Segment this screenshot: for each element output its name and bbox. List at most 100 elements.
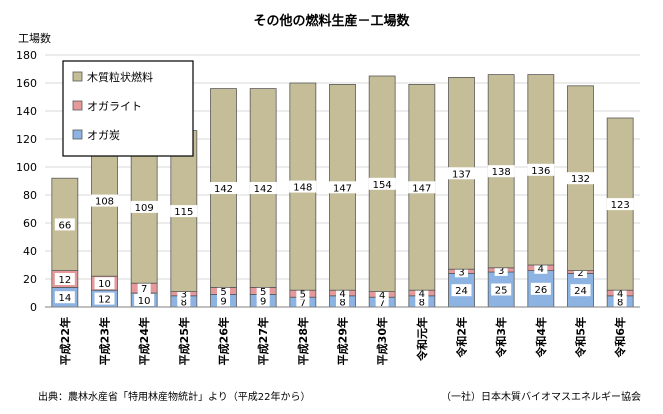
- data-label-bg: [137, 282, 151, 295]
- data-label-bg: [94, 277, 115, 290]
- data-label: 7: [141, 284, 147, 295]
- legend-swatch: [72, 129, 83, 140]
- data-label: 5: [260, 287, 266, 298]
- data-label-bg: [54, 291, 75, 304]
- data-label: 147: [412, 183, 431, 194]
- legend-label: オガ炭: [87, 129, 120, 142]
- y-tick-label: 40: [23, 245, 37, 258]
- data-label: 115: [174, 207, 193, 218]
- data-label: 4: [379, 290, 385, 301]
- data-label: 4: [339, 289, 345, 300]
- data-label-bg: [451, 284, 472, 297]
- data-label-bg: [217, 284, 230, 297]
- data-label: 9: [260, 297, 266, 308]
- data-label: 5: [220, 287, 226, 298]
- x-tick-label: 平成29年: [336, 317, 350, 365]
- data-label: 7: [379, 298, 385, 309]
- data-label: 8: [419, 297, 425, 308]
- data-label-bg: [249, 182, 277, 194]
- y-tick-label: 140: [16, 105, 37, 118]
- data-label: 154: [373, 180, 392, 191]
- data-label: 10: [138, 296, 151, 307]
- x-tick-label: 令和2年: [455, 317, 469, 359]
- data-label-bg: [527, 163, 555, 176]
- legend-swatch: [72, 71, 83, 82]
- legend-label: オガライト: [87, 100, 142, 113]
- x-tick-label: 平成30年: [375, 317, 389, 365]
- data-label-bg: [54, 218, 75, 231]
- source-note: 出典：農林水産省「特用林産物統計」より（平成22年から）: [38, 392, 311, 403]
- data-label: 14: [58, 293, 71, 304]
- x-tick-label: 令和6年: [613, 317, 627, 359]
- data-label-bg: [170, 205, 198, 218]
- x-tick-label: 平成27年: [256, 317, 270, 365]
- data-label-bg: [91, 194, 118, 207]
- data-label: 123: [611, 200, 630, 211]
- data-label: 9: [220, 297, 226, 308]
- x-tick-label: 平成26年: [217, 317, 231, 365]
- y-tick-label: 20: [23, 273, 37, 286]
- x-tick-label: 平成25年: [177, 317, 191, 365]
- credit-note: （一社）日本木質バイオマスエネルギー協会: [441, 392, 641, 403]
- data-label: 142: [254, 184, 273, 195]
- data-label: 5: [300, 290, 306, 301]
- data-label: 137: [452, 169, 471, 180]
- y-tick-label: 100: [16, 161, 37, 174]
- data-label-bg: [94, 292, 115, 305]
- data-label: 147: [333, 183, 352, 194]
- data-label: 26: [534, 285, 547, 296]
- data-label-bg: [368, 177, 396, 190]
- x-tick-label: 令和元年: [415, 317, 429, 362]
- y-tick-label: 120: [16, 133, 37, 146]
- data-label: 4: [419, 289, 425, 300]
- data-label: 12: [98, 295, 111, 306]
- data-label: 3: [181, 290, 187, 301]
- data-label: 2: [577, 268, 583, 279]
- data-label: 66: [58, 220, 71, 231]
- data-label: 132: [571, 174, 590, 185]
- data-label-bg: [54, 273, 75, 285]
- chart-title: その他の燃料生産－工場数: [253, 14, 410, 29]
- y-tick-label: 180: [16, 49, 37, 62]
- data-label-bg: [289, 180, 317, 193]
- data-label-bg: [448, 167, 475, 180]
- x-tick-label: 平成24年: [137, 317, 151, 365]
- y-tick-label: 0: [30, 301, 37, 314]
- legend-box: [62, 60, 194, 157]
- data-label-bg: [256, 284, 270, 297]
- data-label: 24: [574, 286, 587, 297]
- y-axis-label: 工場数: [18, 32, 51, 45]
- x-tick-label: 令和4年: [534, 317, 548, 359]
- data-label-bg: [530, 282, 551, 295]
- data-label-bg: [567, 172, 594, 185]
- data-label: 148: [293, 183, 312, 194]
- data-label: 3: [498, 266, 504, 277]
- data-label: 3: [458, 267, 464, 278]
- data-label-bg: [408, 181, 436, 194]
- data-label: 109: [135, 203, 154, 214]
- data-label: 24: [455, 286, 468, 297]
- data-label: 142: [214, 184, 233, 195]
- data-label-bg: [256, 294, 270, 307]
- x-tick-label: 令和5年: [574, 317, 588, 359]
- data-label: 8: [617, 297, 623, 308]
- legend-label: 木質粒状燃料: [87, 70, 153, 84]
- data-label-bg: [296, 287, 310, 300]
- data-label-bg: [130, 200, 158, 213]
- data-label: 12: [58, 275, 71, 286]
- x-tick-label: 平成22年: [58, 317, 72, 365]
- data-label-bg: [491, 283, 512, 296]
- data-label-bg: [570, 284, 591, 297]
- data-label: 138: [492, 167, 511, 178]
- data-label-bg: [487, 165, 515, 178]
- data-label: 136: [531, 166, 550, 177]
- y-tick-label: 160: [16, 77, 37, 90]
- data-label: 8: [181, 297, 187, 308]
- x-tick-label: 平成28年: [296, 317, 310, 365]
- data-label: 8: [339, 297, 345, 308]
- data-label: 7: [300, 298, 306, 309]
- y-tick-label: 60: [23, 217, 37, 230]
- data-label: 10: [98, 279, 111, 290]
